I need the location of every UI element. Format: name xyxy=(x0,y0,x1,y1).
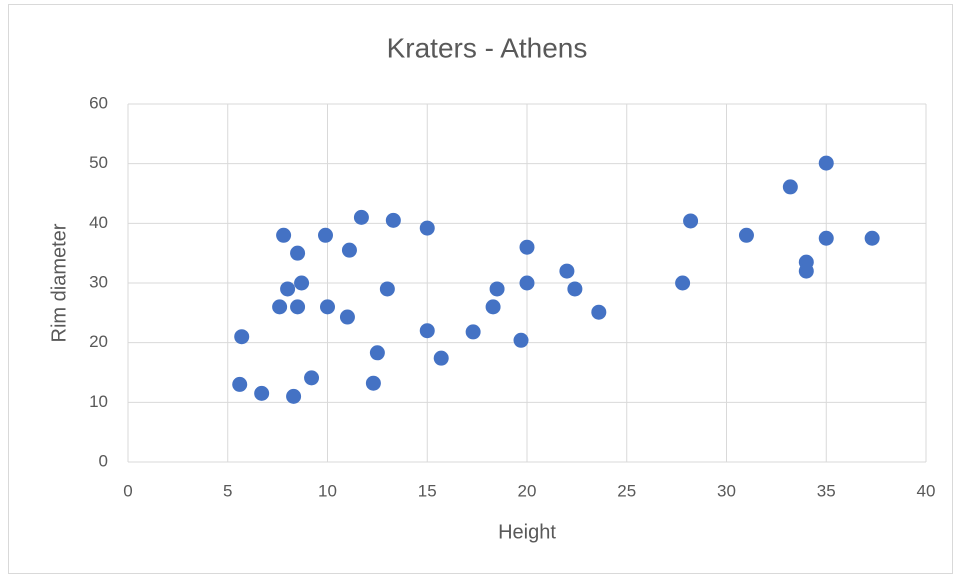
point xyxy=(567,281,583,297)
y-tick-label: 20 xyxy=(89,332,108,351)
chart-border xyxy=(8,4,953,574)
point xyxy=(818,155,834,171)
point xyxy=(738,227,754,243)
point xyxy=(419,323,435,339)
point xyxy=(489,281,505,297)
point xyxy=(519,275,535,291)
point xyxy=(232,376,248,392)
point xyxy=(559,263,575,279)
chart-title: Kraters - Athens xyxy=(387,32,588,63)
point xyxy=(591,304,607,320)
point xyxy=(433,350,449,366)
y-tick-label: 0 xyxy=(99,451,108,470)
x-axis-label: Height xyxy=(498,521,556,543)
y-tick-label: 60 xyxy=(89,93,108,112)
y-tick-label: 50 xyxy=(89,153,108,172)
point xyxy=(276,227,292,243)
point xyxy=(818,230,834,246)
point xyxy=(339,309,355,325)
point xyxy=(864,230,880,246)
point xyxy=(280,281,296,297)
point xyxy=(341,242,357,258)
x-tick-label: 10 xyxy=(318,481,337,500)
point xyxy=(683,213,699,229)
point xyxy=(513,332,529,348)
x-tick-label: 25 xyxy=(617,481,636,500)
point xyxy=(234,329,250,345)
point xyxy=(290,299,306,315)
point xyxy=(254,385,270,401)
point xyxy=(272,299,288,315)
point xyxy=(369,345,385,361)
point xyxy=(798,263,814,279)
point xyxy=(782,179,798,195)
y-tick-label: 10 xyxy=(89,392,108,411)
y-tick-label: 40 xyxy=(89,213,108,232)
x-tick-label: 0 xyxy=(123,481,132,500)
x-tick-label: 40 xyxy=(917,481,936,500)
point xyxy=(379,281,395,297)
point xyxy=(286,388,302,404)
x-tick-label: 5 xyxy=(223,481,232,500)
x-tick-label: 15 xyxy=(418,481,437,500)
point xyxy=(485,299,501,315)
point xyxy=(365,375,381,391)
point xyxy=(519,239,535,255)
point xyxy=(353,209,369,225)
point xyxy=(385,212,401,228)
y-tick-label: 30 xyxy=(89,272,108,291)
x-tick-label: 35 xyxy=(817,481,836,500)
point xyxy=(675,275,691,291)
x-tick-label: 30 xyxy=(717,481,736,500)
x-tick-label: 20 xyxy=(518,481,537,500)
y-axis-label: Rim diameter xyxy=(48,223,70,342)
point xyxy=(318,227,334,243)
point xyxy=(304,370,320,386)
point xyxy=(465,324,481,340)
point xyxy=(294,275,310,291)
point xyxy=(320,299,335,315)
point xyxy=(290,245,306,261)
point xyxy=(419,220,435,236)
